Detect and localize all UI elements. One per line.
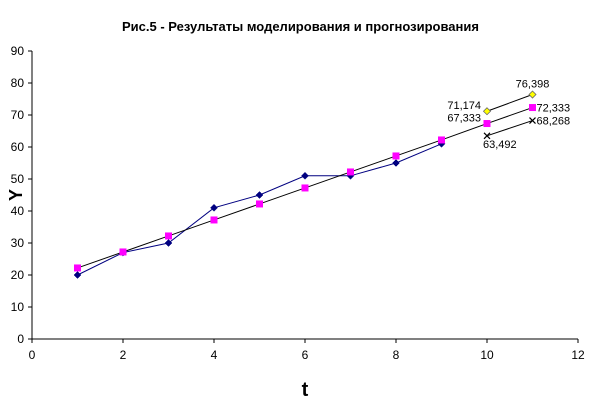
- data-label: 71,174: [447, 100, 481, 112]
- data-point-model: [529, 104, 536, 112]
- data-point-model: [483, 120, 491, 128]
- x-tick-label: 2: [120, 348, 127, 362]
- data-point-actual: [164, 239, 173, 247]
- y-tick-label: 60: [11, 140, 25, 154]
- y-tick-label: 30: [11, 236, 25, 250]
- data-label: 67,333: [447, 113, 481, 125]
- x-tick-label: 10: [480, 348, 494, 362]
- data-point-model: [74, 264, 81, 272]
- series-line-lower: [486, 120, 533, 137]
- x-tick-label: 0: [29, 348, 36, 362]
- y-tick-label: 70: [11, 108, 25, 122]
- data-point-model: [119, 248, 127, 256]
- data-point-model: [256, 200, 263, 208]
- x-tick-label: 4: [211, 348, 218, 362]
- data-point-model: [438, 136, 445, 144]
- data-label: 72,333: [537, 103, 571, 115]
- data-label: 68,268: [537, 116, 571, 128]
- x-tick-label: 6: [302, 348, 309, 362]
- series-line-actual: [77, 143, 442, 276]
- data-point-model: [210, 216, 218, 224]
- y-tick-label: 0: [17, 332, 24, 346]
- y-tick-label: 90: [11, 44, 25, 58]
- y-tick-label: 10: [11, 300, 25, 314]
- data-point-model: [392, 152, 400, 160]
- data-point-actual: [73, 271, 82, 279]
- data-point-lower: [483, 132, 491, 140]
- data-point-actual: [392, 159, 400, 167]
- y-axis-title: Y: [6, 189, 26, 201]
- data-point-actual: [255, 191, 264, 199]
- data-point-lower: [529, 117, 536, 124]
- data-point-actual: [210, 203, 218, 212]
- y-tick-label: 80: [11, 76, 25, 90]
- y-tick-label: 20: [11, 268, 25, 282]
- data-point-model: [301, 184, 309, 192]
- y-tick-label: 40: [11, 204, 25, 218]
- data-point-upper: [482, 107, 492, 116]
- data-point-model: [165, 232, 172, 240]
- data-point-model: [347, 168, 354, 176]
- data-label: 76,398: [516, 79, 550, 91]
- x-axis-title: t: [302, 379, 309, 401]
- data-point-upper: [528, 90, 537, 99]
- x-tick-label: 8: [393, 348, 400, 362]
- data-label: 63,492: [483, 139, 517, 151]
- x-tick-label: 12: [571, 348, 585, 362]
- y-tick-label: 50: [11, 172, 25, 186]
- series-line-upper: [486, 94, 533, 112]
- chart-title: Рис.5 - Результаты моделирования и прогн…: [122, 19, 479, 34]
- data-point-actual: [301, 171, 309, 180]
